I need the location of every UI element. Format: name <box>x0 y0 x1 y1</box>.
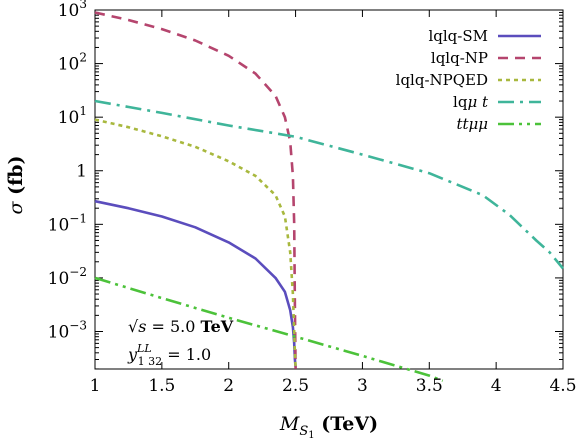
legend-label-part: lqlq-NPQED <box>396 71 488 89</box>
sqrt-s-label: √s <box>128 317 146 336</box>
x-tick-label: 1.5 <box>148 376 175 396</box>
legend-label-mu: μμ <box>469 115 489 133</box>
y-axis-title: σ (fb) <box>5 155 27 214</box>
axis-ticks <box>94 9 564 370</box>
sqrt-s-annotation: √s = 5.0 TeV <box>128 317 234 336</box>
legend-label-part: tt <box>456 115 469 133</box>
y-axis-title-unit: (fb) <box>5 155 27 201</box>
legend-label-part: lqlq-NP <box>431 49 488 67</box>
y-tick-exp: 1 <box>79 104 87 118</box>
series-line-3 <box>94 99 565 270</box>
legend-label: lqlq-NPQED <box>396 71 488 89</box>
x-axis-title-subsub: 1 <box>308 430 314 441</box>
legend-label-t: t <box>477 93 489 111</box>
plot-area <box>94 9 565 383</box>
x-tick-label: 1 <box>90 376 101 396</box>
y-tick-base: 10 <box>58 55 80 75</box>
y-tick-label: 101 <box>58 104 87 128</box>
y-tick-base: 10 <box>48 269 70 289</box>
x-axis-title-sub: S <box>299 424 308 439</box>
series-line-1 <box>94 11 297 369</box>
y-tick-exp: −2 <box>69 265 87 279</box>
y-tick-base: 1 <box>76 162 87 182</box>
legend-label-mu: μ <box>467 93 477 111</box>
sqrt-s-value: = 5.0 <box>146 317 200 336</box>
plot-frame <box>94 9 564 370</box>
y-tick-base: 10 <box>48 322 70 342</box>
annotation-box: √s = 5.0 TeV yLL 1 32 = 1.0 <box>127 317 234 368</box>
sqrt-s-unit: TeV <box>201 317 234 336</box>
x-axis-title-main: M <box>279 413 300 435</box>
coupling-base: y <box>127 345 138 364</box>
y-tick-label: 10−2 <box>48 265 87 289</box>
x-tick-label: 3 <box>357 376 368 396</box>
x-tick-label: 4.5 <box>549 376 576 396</box>
legend-label-part: lq <box>453 93 468 111</box>
x-tick-labels: 1 1.5 2 2.5 3 3.5 4 4.5 <box>90 376 577 396</box>
legend-label: ttμμ <box>456 115 488 133</box>
x-tick-label: 4 <box>491 376 502 396</box>
y-tick-label: 10−3 <box>48 318 87 342</box>
y-tick-exp: −1 <box>69 211 87 225</box>
x-tick-label: 2 <box>223 376 234 396</box>
series-line-2 <box>94 118 297 367</box>
coupling-sup: LL <box>136 342 152 355</box>
series-line-4 <box>94 276 444 383</box>
coupling-sub: 1 32 <box>138 355 163 368</box>
x-axis-title-unit: (TeV) <box>315 413 378 435</box>
x-tick-label: 2.5 <box>282 376 309 396</box>
y-tick-base: 10 <box>58 108 80 128</box>
y-tick-label: 102 <box>58 51 87 75</box>
y-tick-base: 10 <box>58 1 80 21</box>
coupling-value: = 1.0 <box>162 345 211 364</box>
series-line-0 <box>94 199 297 367</box>
legend-label: lqlq-SM <box>428 27 488 45</box>
y-tick-exp: −3 <box>69 318 87 332</box>
y-tick-exp: 2 <box>79 51 87 65</box>
y-tick-exp: 3 <box>79 0 87 11</box>
legend-label-part: lqlq-SM <box>428 27 488 45</box>
y-tick-label: 10−1 <box>48 211 87 235</box>
y-axis-title-main: σ <box>5 201 27 215</box>
legend-label: lqμ t <box>453 93 489 111</box>
coupling-annotation: yLL 1 32 = 1.0 <box>127 342 211 368</box>
y-tick-label: 1 <box>76 162 87 182</box>
x-axis-title: MS1 (TeV) <box>279 413 378 441</box>
x-tick-label: 3.5 <box>416 376 443 396</box>
legend-label: lqlq-NP <box>431 49 488 67</box>
y-tick-label: 103 <box>58 0 87 21</box>
y-tick-base: 10 <box>48 215 70 235</box>
series-layer <box>94 11 565 383</box>
